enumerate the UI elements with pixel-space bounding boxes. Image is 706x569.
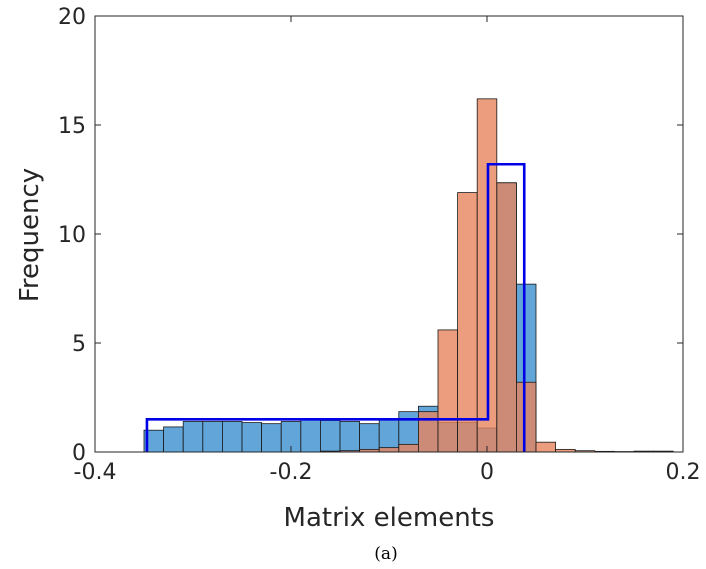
bar-series1-12 bbox=[359, 423, 380, 453]
y-tick-label: 5 bbox=[72, 332, 86, 357]
histogram-bars bbox=[143, 98, 674, 453]
y-tick-label: 10 bbox=[58, 223, 86, 248]
plot-frame bbox=[94, 15, 684, 453]
axes bbox=[94, 15, 684, 453]
bar-series1-7 bbox=[261, 423, 282, 453]
bar-series1-5 bbox=[221, 421, 243, 453]
x-axis-ticks: -0.4 -0.2 0 0.2 bbox=[74, 16, 701, 485]
bar-series2-10 bbox=[496, 182, 517, 453]
bar-series2-4 bbox=[378, 447, 400, 453]
x-tick-label: 0 bbox=[480, 460, 494, 485]
bar-series2-12 bbox=[535, 441, 557, 453]
bar-series2-6 bbox=[417, 411, 439, 453]
y-tick-label: 0 bbox=[72, 441, 86, 466]
step-line-series3 bbox=[145, 162, 526, 452]
bar-series2-11 bbox=[516, 381, 537, 453]
density-step-line bbox=[145, 162, 526, 452]
bar-series1-6 bbox=[241, 422, 263, 453]
bar-series1-10 bbox=[319, 419, 341, 453]
x-axis-label: Matrix elements bbox=[284, 503, 495, 533]
bar-series2-5 bbox=[398, 443, 419, 453]
bar-series1-3 bbox=[182, 421, 204, 453]
bar-series1-2 bbox=[163, 426, 184, 453]
bar-series1-13 bbox=[378, 418, 400, 453]
bar-series1-4 bbox=[202, 421, 223, 453]
x-tick-label: 0.2 bbox=[666, 460, 701, 485]
y-tick-label: 20 bbox=[58, 5, 86, 30]
x-tick-label: -0.4 bbox=[74, 460, 117, 485]
bar-series2-8 bbox=[457, 192, 478, 453]
y-tick-label: 15 bbox=[58, 114, 86, 139]
bar-series1-11 bbox=[339, 421, 361, 453]
bar-series2-7 bbox=[437, 329, 459, 453]
x-tick-label: -0.2 bbox=[270, 460, 313, 485]
y-axis-ticks: 0 5 10 15 20 bbox=[58, 5, 683, 466]
y-axis-label: Frequency bbox=[15, 168, 45, 302]
figure-caption: (a) bbox=[374, 544, 397, 564]
bar-series1-9 bbox=[300, 418, 321, 453]
